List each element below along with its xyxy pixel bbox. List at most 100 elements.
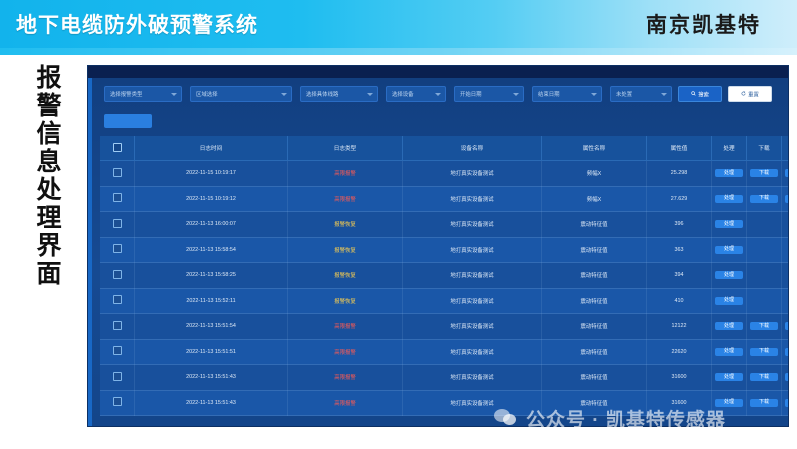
- download-button[interactable]: 下载: [750, 169, 778, 178]
- play-button[interactable]: 播放: [785, 169, 788, 178]
- alarm-type-select[interactable]: 选择报警类型: [104, 86, 182, 102]
- row-checkbox[interactable]: [112, 193, 122, 203]
- handle-button[interactable]: 处理: [715, 271, 743, 280]
- table-row[interactable]: 2022-11-13 16:00:07 报警恢复 地打真实设备测试 震动特征值 396 处…: [100, 211, 788, 238]
- cell-device-text: 地打真实设备测试: [450, 400, 494, 407]
- cell-handle[interactable]: 处理: [711, 211, 747, 238]
- cell-handle[interactable]: 处理: [711, 160, 747, 187]
- cell-handle[interactable]: 处理: [711, 390, 747, 416]
- row-checkbox-cell[interactable]: [100, 262, 135, 289]
- table-row[interactable]: 2022-11-13 15:51:54 高限报警 地打真实设备测试 震动特征值 1212…: [100, 313, 788, 340]
- cell-download[interactable]: 下载: [746, 390, 782, 416]
- column-header-play[interactable]: 播放: [781, 136, 788, 161]
- cell-handle[interactable]: 处理: [711, 364, 747, 391]
- download-button[interactable]: 下载: [750, 194, 778, 203]
- handle-button[interactable]: 处理: [715, 220, 743, 229]
- row-checkbox-cell[interactable]: [100, 186, 135, 212]
- select-all-header[interactable]: [100, 136, 135, 161]
- download-button[interactable]: 下载: [750, 398, 778, 407]
- cell-play[interactable]: 播放: [781, 364, 788, 391]
- cell-play[interactable]: 播放: [781, 313, 788, 340]
- play-button[interactable]: 播放: [785, 373, 788, 382]
- table-row[interactable]: 2022-11-15 10:19:12 高限报警 地打真实设备测试 频幅X 27.629…: [100, 186, 788, 212]
- row-checkbox-cell[interactable]: [100, 288, 135, 314]
- handle-button[interactable]: 处理: [715, 347, 743, 356]
- handle-button[interactable]: 处理: [715, 194, 743, 203]
- line-select[interactable]: 选择具体线路: [300, 86, 378, 102]
- cell-play[interactable]: 播放: [781, 390, 788, 416]
- row-checkbox[interactable]: [112, 320, 122, 330]
- column-header-handle[interactable]: 处理: [711, 136, 747, 161]
- play-button[interactable]: 播放: [785, 347, 788, 356]
- row-checkbox-cell[interactable]: [100, 237, 135, 263]
- cell-handle[interactable]: 处理: [711, 339, 747, 365]
- search-button[interactable]: 搜索: [678, 86, 722, 102]
- cell-download[interactable]: 下载: [746, 364, 782, 391]
- column-header-download[interactable]: 下载: [746, 136, 782, 161]
- row-checkbox[interactable]: [112, 295, 122, 305]
- select-all-checkbox[interactable]: [112, 142, 122, 152]
- handle-button[interactable]: 处理: [715, 169, 743, 178]
- cell-download: [746, 237, 782, 263]
- table-row[interactable]: 2022-11-13 15:51:43 高限报警 地打真实设备测试 震动特征值 3160…: [100, 364, 788, 391]
- cell-handle[interactable]: 处理: [711, 313, 747, 340]
- row-checkbox-cell[interactable]: [100, 339, 135, 365]
- row-checkbox-cell[interactable]: [100, 160, 135, 187]
- cell-device: 地打真实设备测试: [402, 211, 542, 238]
- column-header-type[interactable]: 日志类型: [287, 136, 403, 161]
- cell-play[interactable]: 播放: [781, 339, 788, 365]
- cell-handle[interactable]: 处理: [711, 262, 747, 289]
- column-header-attribute[interactable]: 属性名称: [541, 136, 647, 161]
- table-row[interactable]: 2022-11-15 10:19:17 高限报警 地打真实设备测试 频幅X 25.298…: [100, 160, 788, 187]
- row-checkbox-cell[interactable]: [100, 211, 135, 238]
- row-checkbox[interactable]: [112, 397, 122, 407]
- play-button[interactable]: 播放: [785, 398, 788, 407]
- device-select[interactable]: 选择设备: [386, 86, 446, 102]
- play-button[interactable]: 播放: [785, 194, 788, 203]
- add-button[interactable]: [104, 114, 152, 128]
- column-header-value[interactable]: 属性值: [646, 136, 712, 161]
- cell-download[interactable]: 下载: [746, 339, 782, 365]
- row-checkbox-cell[interactable]: [100, 390, 135, 416]
- calendar-icon: [513, 93, 519, 96]
- handle-button[interactable]: 处理: [715, 296, 743, 305]
- download-button[interactable]: 下载: [750, 373, 778, 382]
- start-date-input[interactable]: 开始日期: [454, 86, 524, 102]
- cell-download[interactable]: 下载: [746, 313, 782, 340]
- cell-download[interactable]: 下载: [746, 160, 782, 187]
- cell-handle[interactable]: 处理: [711, 237, 747, 263]
- table-row[interactable]: 2022-11-13 15:51:51 高限报警 地打真实设备测试 震动特征值 2262…: [100, 339, 788, 365]
- handle-button[interactable]: 处理: [715, 373, 743, 382]
- cell-play[interactable]: 播放: [781, 160, 788, 187]
- column-header-device[interactable]: 设备名称: [402, 136, 542, 161]
- column-header-time[interactable]: 日志时间: [134, 136, 288, 161]
- download-button[interactable]: 下载: [750, 347, 778, 356]
- handle-button[interactable]: 处理: [715, 245, 743, 254]
- handle-button[interactable]: 处理: [715, 322, 743, 331]
- table-row[interactable]: 2022-11-13 15:51:43 高限报警 地打真实设备测试 震动特征值 3160…: [100, 390, 788, 416]
- end-date-input[interactable]: 结束日期: [532, 86, 602, 102]
- row-checkbox-cell[interactable]: [100, 364, 135, 391]
- row-checkbox[interactable]: [112, 346, 122, 356]
- area-select[interactable]: 区域选择: [190, 86, 292, 102]
- reset-button[interactable]: 重置: [728, 86, 772, 102]
- log-table-container[interactable]: 日志时间 日志类型 设备名称 属性名称 属性值 处理 下载 播放 2022-11…: [100, 136, 788, 416]
- cell-device: 地打真实设备测试: [402, 160, 542, 187]
- row-checkbox[interactable]: [112, 218, 122, 228]
- download-button[interactable]: 下载: [750, 322, 778, 331]
- table-row[interactable]: 2022-11-13 15:52:11 报警恢复 地打真实设备测试 震动特征值 410 处…: [100, 288, 788, 314]
- handle-button[interactable]: 处理: [715, 398, 743, 407]
- cell-play[interactable]: 播放: [781, 186, 788, 212]
- row-checkbox[interactable]: [112, 269, 122, 279]
- table-row[interactable]: 2022-11-13 15:58:54 报警恢复 地打真实设备测试 震动特征值 363 处…: [100, 237, 788, 263]
- row-checkbox[interactable]: [112, 244, 122, 254]
- status-select[interactable]: 未处置: [610, 86, 672, 102]
- play-button[interactable]: 播放: [785, 322, 788, 331]
- row-checkbox-cell[interactable]: [100, 313, 135, 340]
- row-checkbox[interactable]: [112, 371, 122, 381]
- row-checkbox[interactable]: [112, 167, 122, 177]
- cell-handle[interactable]: 处理: [711, 288, 747, 314]
- cell-handle[interactable]: 处理: [711, 186, 747, 212]
- table-row[interactable]: 2022-11-13 15:58:25 报警恢复 地打真实设备测试 震动特征值 394 处…: [100, 262, 788, 289]
- cell-download[interactable]: 下载: [746, 186, 782, 212]
